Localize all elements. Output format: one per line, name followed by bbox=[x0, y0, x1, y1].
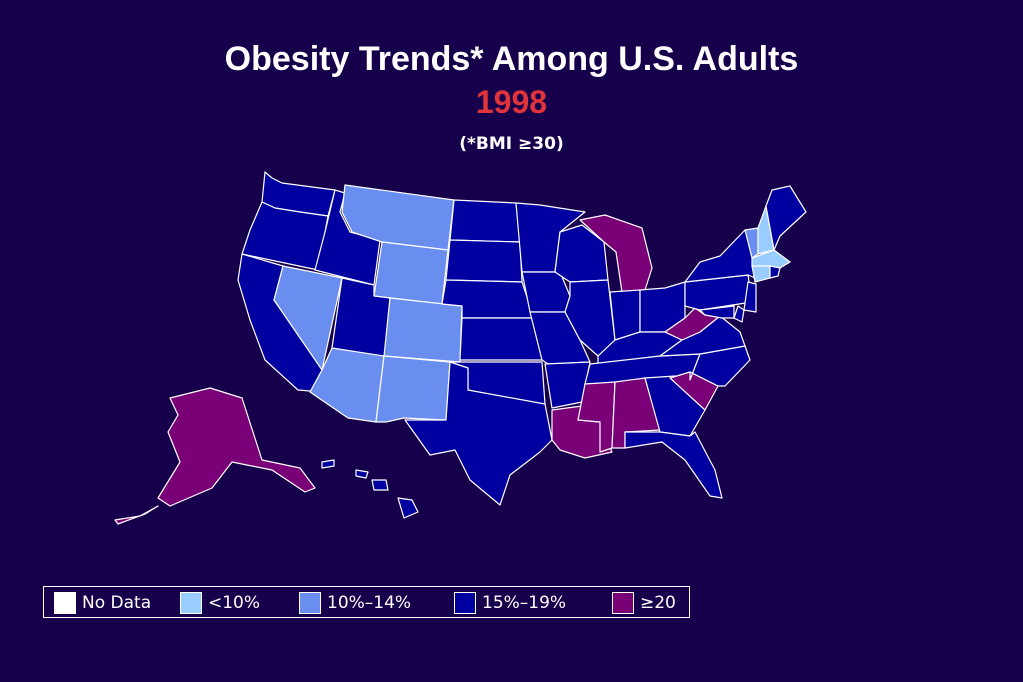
state-ME bbox=[765, 185, 807, 251]
legend-swatch-ge20 bbox=[612, 592, 634, 614]
state-AK bbox=[157, 387, 316, 507]
state-DE bbox=[733, 305, 745, 323]
state-FL bbox=[624, 431, 723, 499]
map-year: 1998 bbox=[475, 84, 548, 120]
state-WY bbox=[373, 241, 449, 305]
state-ND bbox=[449, 199, 521, 243]
map-subtitle: (*BMI ≥30) bbox=[459, 134, 564, 154]
state-HI-maui bbox=[355, 469, 369, 479]
state-IN bbox=[609, 289, 641, 341]
state-HI-oahu bbox=[371, 479, 389, 491]
state-HI-kauai bbox=[321, 459, 335, 469]
state-NM bbox=[375, 355, 451, 423]
legend-label-no-data: No Data bbox=[82, 593, 152, 613]
state-GA bbox=[644, 375, 706, 437]
state-SD bbox=[445, 239, 523, 283]
legend-item-lt10: <10% bbox=[180, 592, 260, 614]
state-HI bbox=[397, 497, 419, 519]
legend-label-lt10: <10% bbox=[208, 593, 261, 613]
legend-swatch-15-19 bbox=[454, 592, 476, 614]
state-AK-aleutians bbox=[114, 505, 159, 525]
state-KS bbox=[459, 317, 543, 361]
legend-label-15-19: 15%–19% bbox=[482, 593, 567, 613]
legend-swatch-no-data bbox=[54, 592, 76, 614]
legend-label-10-14: 10%–14% bbox=[327, 593, 412, 613]
map-title: Obesity Trends* Among U.S. Adults bbox=[224, 40, 799, 78]
legend-item-no-data: No Data bbox=[54, 592, 151, 614]
state-IL bbox=[564, 279, 616, 357]
legend-item-15-19: 15%–19% bbox=[454, 592, 566, 614]
legend-label-ge20: ≥20 bbox=[640, 593, 676, 613]
state-RI bbox=[769, 265, 781, 279]
legend-item-10-14: 10%–14% bbox=[299, 592, 411, 614]
state-IA bbox=[521, 271, 571, 313]
legend-item-ge20: ≥20 bbox=[612, 592, 676, 614]
state-TX bbox=[404, 361, 553, 506]
legend-swatch-10-14 bbox=[299, 592, 321, 614]
map-legend: No Data <10% 10%–14% 15%–19% ≥20 bbox=[43, 586, 690, 618]
state-NJ bbox=[743, 281, 757, 313]
state-CO bbox=[383, 297, 463, 363]
state-MD bbox=[699, 305, 735, 319]
legend-swatch-lt10 bbox=[180, 592, 202, 614]
state-MA bbox=[751, 249, 791, 269]
state-CT bbox=[751, 265, 771, 283]
